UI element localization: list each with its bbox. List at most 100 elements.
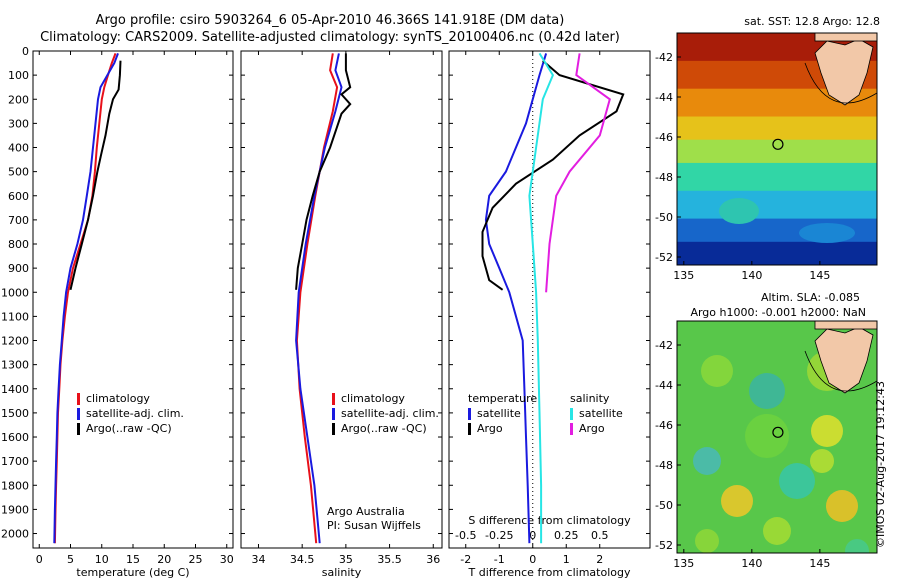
plot-frame [448,50,651,549]
sla-anomaly [721,485,753,517]
legend-swatch-argo [77,422,80,435]
map-y-tick-label: -50 [655,211,673,224]
top-tick-label: 0.25 [554,529,579,542]
x-tick-label: 1 [563,553,570,566]
y-tick-label: 2000 [1,528,29,541]
argo-location-marker [772,426,784,438]
y-tick-label: 500 [8,166,29,179]
sst-band [677,241,877,265]
panel-differences: -2 -1 0 1 2T difference from climatology S di… [448,50,651,579]
x-tick-label: 30 [220,553,234,566]
shelf-contour [804,62,877,104]
y-tick-label: 900 [8,262,29,275]
x-axis-label: temperature (deg C) [76,566,189,579]
map-y-tick-label: -46 [655,131,673,144]
series-line [545,53,611,293]
sla-anomaly [845,539,869,553]
x-tick-label: 10 [95,553,109,566]
series-line [295,53,343,544]
argo-location-marker [772,138,784,150]
map-x-tick-label: 145 [809,557,830,570]
diff-legend-temperature: temperature satellite Argo [468,391,537,436]
top-tick-label: -0.5 [455,529,476,542]
series-line [53,53,119,544]
argo-credit: Argo Australia PI: Susan Wijffels [327,505,421,533]
map-field [677,321,877,553]
y-tick-label: 1300 [1,359,29,372]
map-y-tick-label: -42 [655,339,673,352]
sst-band [677,116,877,141]
shelf-contour [804,350,877,392]
sla-anomaly [779,463,815,499]
map-x-tick-label: 140 [741,557,762,570]
series-line [69,60,122,291]
legend-label: satellite-adj. clim. [341,407,439,420]
legend-label: Argo(..raw -QC) [341,422,427,435]
legend-swatch-climatology [77,392,80,405]
x-tick-label: 35 [339,553,353,566]
x-axis-label: salinity [322,566,362,579]
salinity-legend: climatology satellite-adj. clim. Argo(..… [332,391,439,436]
legend-label: satellite [579,407,623,420]
legend-label: climatology [341,392,405,405]
x-tick-label: 34.5 [290,553,315,566]
credit-line: Argo Australia [327,505,405,518]
y-tick-label: 600 [8,190,29,203]
legend-label: Argo(..raw -QC) [86,422,172,435]
legend-title: temperature [468,392,538,405]
x-tick-label: 35.5 [377,553,402,566]
series-line [295,53,352,290]
map-x-tick-label: 140 [741,269,762,282]
y-tick-label: 0 [22,45,29,58]
x-tick-label: -2 [460,553,471,566]
map-frame [676,320,878,554]
sst-band [677,162,877,192]
sla-map: 135 140 145 -42 -44 -46 -48 -50 -52 [655,320,878,570]
map-x-tick-label: 145 [809,269,830,282]
map-y-tick-label: -52 [655,539,673,552]
y-tick-label: 1600 [1,431,29,444]
y-tick-label: 1900 [1,503,29,516]
sst-eddy [799,223,855,243]
sst-eddy [719,198,759,224]
sla-anomaly [695,529,719,553]
mainland [814,321,877,330]
y-tick-label: 700 [8,214,29,227]
sla-map-label-2: Argo h1000: -0.001 h2000: NaN [690,306,866,319]
x-tick-label: 25 [189,553,203,566]
x-tick-label: 0 [36,553,43,566]
map-y-tick-label: -42 [655,51,673,64]
y-tick-label: 800 [8,238,29,251]
top-tick-label: 0 [529,529,536,542]
series-line [295,53,339,544]
sla-anomaly [693,447,721,475]
legend-label: climatology [86,392,150,405]
figure-title-line1: Argo profile: csiro 5903264_6 05-Apr-201… [95,13,565,28]
x-tick-label: 34 [251,553,265,566]
y-tick-label: 1100 [1,310,29,323]
legend-title: salinity [570,392,610,405]
x-axis-label: T difference from climatology [468,566,631,579]
credit-line: PI: Susan Wijffels [327,519,421,532]
sla-anomaly [826,490,858,522]
map-x-tick-label: 135 [673,269,694,282]
x-tick-label: 5 [67,553,74,566]
legend-label: Argo [579,422,605,435]
map-frame [676,32,878,266]
map-y-tick-label: -46 [655,419,673,432]
plot-frame [32,50,234,549]
mainland [814,33,877,42]
map-y-tick-label: -50 [655,499,673,512]
legend-swatch-argo [468,422,471,435]
top-tick-label: -0.25 [485,529,513,542]
sst-band [677,139,877,164]
sst-map-label: sat. SST: 12.8 Argo: 12.8 [744,15,880,28]
y-tick-label: 1000 [1,286,29,299]
top-axis-label: S difference from climatology [468,514,631,527]
top-tick-label: 0.5 [591,529,609,542]
y-tick-label: 1700 [1,455,29,468]
panel-temperature: 0 5 10 15 20 25 30 temperature (deg C) 0 100 200 30… [1,45,234,579]
x-tick-label: 0 [529,553,536,566]
map-y-tick-label: -44 [655,379,673,392]
